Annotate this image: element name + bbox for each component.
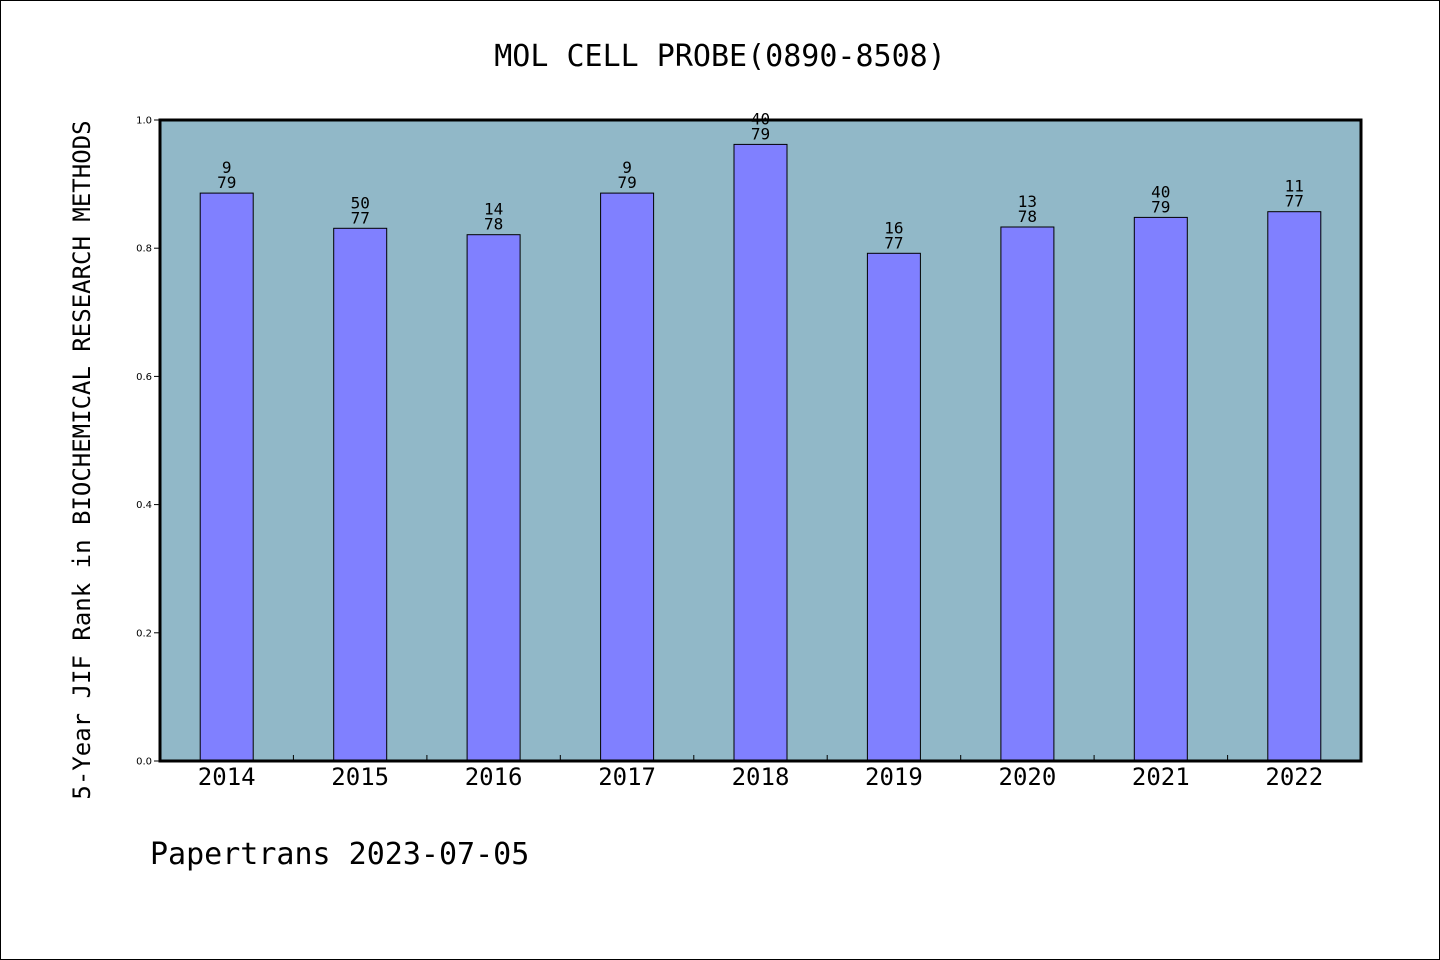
y-axis-label: 5-Year JIF Rank in BIOCHEMICAL RESEARCH … bbox=[68, 120, 96, 799]
bar-label-total-2019: 77 bbox=[884, 233, 903, 252]
x-tick-label-2018: 2018 bbox=[732, 763, 790, 791]
x-tick-label-2017: 2017 bbox=[598, 763, 656, 791]
bars-group bbox=[199, 143, 1322, 762]
x-tick-label-2015: 2015 bbox=[331, 763, 389, 791]
x-tick-label-2016: 2016 bbox=[465, 763, 523, 791]
y-tick-label-0.6: 0.6 bbox=[136, 372, 152, 383]
bar-label-rank-2015: 50 bbox=[351, 193, 370, 212]
bar-label-total-2021: 79 bbox=[1151, 197, 1170, 216]
bar-2015 bbox=[333, 227, 388, 762]
x-tick-label-2020: 2020 bbox=[999, 763, 1057, 791]
bar-label-total-2017: 79 bbox=[617, 173, 636, 192]
bar-label-rank-2014: 9 bbox=[222, 158, 232, 177]
bar-label-rank-2017: 9 bbox=[622, 158, 632, 177]
bar-label-rank-2020: 13 bbox=[1018, 192, 1037, 211]
bar-2017 bbox=[600, 192, 655, 762]
y-tick-label-0.0: 0.0 bbox=[136, 757, 152, 768]
x-tick-label-2014: 2014 bbox=[198, 763, 256, 791]
bar-label-total-2020: 78 bbox=[1018, 207, 1037, 226]
bar-label-total-2022: 77 bbox=[1285, 192, 1304, 211]
bar-2020 bbox=[1000, 226, 1055, 762]
bar-label-rank-2022: 11 bbox=[1285, 177, 1304, 196]
x-tick-label-2022: 2022 bbox=[1265, 763, 1323, 791]
bar-label-total-2015: 77 bbox=[351, 208, 370, 227]
y-axis-ticks: 0.0 0.2 0.4 0.6 0.8 1.0 bbox=[136, 116, 160, 768]
plot-border bbox=[158, 118, 1363, 763]
bar-label-rank-2016: 14 bbox=[484, 200, 503, 219]
x-axis-ticks: 2014 2015 2016 2017 2018 2019 2020 2021 2022 bbox=[198, 755, 1323, 791]
x-tick-label-2019: 2019 bbox=[865, 763, 923, 791]
bar-2016 bbox=[466, 234, 521, 762]
bar-2019 bbox=[866, 252, 921, 762]
bar-label-total-2018: 79 bbox=[751, 124, 770, 143]
bar-2022 bbox=[1267, 211, 1322, 762]
bar-label-total-2014: 79 bbox=[217, 173, 236, 192]
y-tick-label-0.2: 0.2 bbox=[136, 628, 152, 639]
bar-2021 bbox=[1133, 216, 1188, 762]
footer-watermark-text: Papertrans 2023-07-05 bbox=[150, 837, 529, 872]
bar-label-rank-2021: 40 bbox=[1151, 182, 1170, 201]
chart-title: MOL CELL PROBE(0890-8508) bbox=[494, 39, 946, 74]
y-tick-label-0.4: 0.4 bbox=[136, 500, 152, 511]
bar-label-rank-2019: 16 bbox=[884, 218, 903, 237]
x-tick-label-2021: 2021 bbox=[1132, 763, 1190, 791]
bar-2014 bbox=[199, 192, 254, 762]
bar-label-total-2016: 78 bbox=[484, 215, 503, 234]
bar-2018 bbox=[733, 143, 788, 762]
y-tick-label-1.0: 1.0 bbox=[136, 116, 152, 127]
y-tick-label-0.8: 0.8 bbox=[136, 244, 152, 255]
